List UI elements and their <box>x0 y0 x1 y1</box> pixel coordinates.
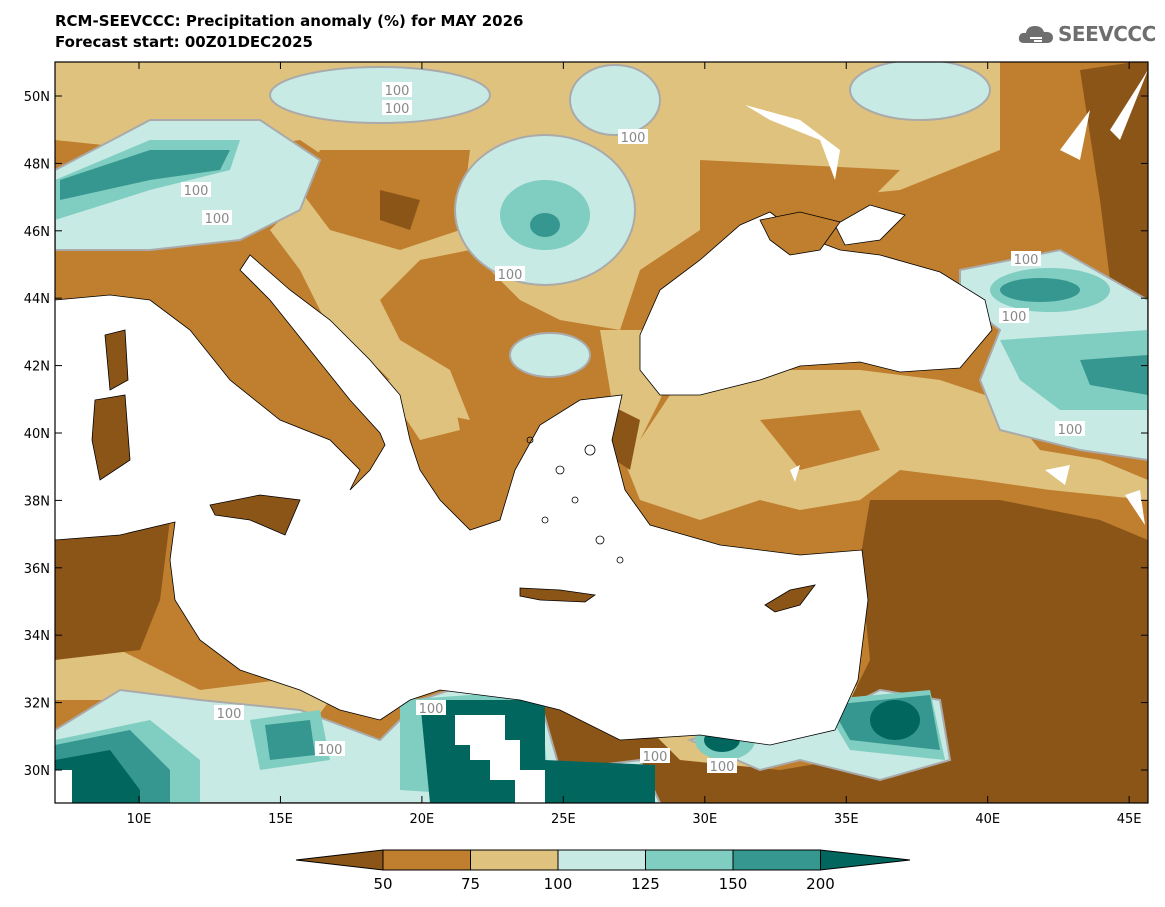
contour-label: 100 <box>217 707 242 722</box>
contour-label-bg <box>618 129 648 144</box>
colorbar-segment <box>645 849 734 871</box>
colorbar-label: 50 <box>373 875 392 893</box>
colorbar-label: 75 <box>461 875 480 893</box>
contour-label: 100 <box>385 84 410 99</box>
forecast-start: Forecast start: 00Z01DEC2025 <box>55 33 313 51</box>
contour-label: 100 <box>1058 423 1083 438</box>
contour-label: 100 <box>1002 310 1027 325</box>
contour-label: 100 <box>643 750 668 765</box>
contour-label: 100 <box>184 184 209 199</box>
lon-tick-label: 15E <box>268 812 293 827</box>
cloud-icon <box>1018 26 1053 43</box>
lat-tick-label: 40N <box>24 427 50 442</box>
lat-tick-label: 32N <box>24 697 50 712</box>
colorbar-lower-arrow <box>295 849 384 871</box>
lon-tick-label: 30E <box>692 812 717 827</box>
colorbar-label: 100 <box>544 875 573 893</box>
contour-label-bg <box>181 182 211 197</box>
colorbar-upper-arrow <box>820 849 911 871</box>
lat-tick-label: 48N <box>24 157 50 172</box>
colorbar-segment <box>557 849 646 871</box>
contour-label-bg <box>640 748 670 763</box>
colorbar-segment <box>382 849 471 871</box>
colorbar-segment <box>470 849 559 871</box>
contour-label: 100 <box>710 760 735 775</box>
black-sea <box>639 211 993 396</box>
seevccc-logo: SEEVCCC <box>1018 22 1156 46</box>
lon-tick-label: 20E <box>410 812 435 827</box>
contour-label: 100 <box>419 702 444 717</box>
lat-tick-label: 36N <box>24 562 50 577</box>
contour-label: 100 <box>498 268 523 283</box>
contour-label: 100 <box>318 743 343 758</box>
contour-label-bg <box>214 705 244 720</box>
lat-tick-label: 44N <box>24 292 50 307</box>
colorbar-label: 200 <box>806 875 835 893</box>
colorbar-label: 125 <box>631 875 660 893</box>
contour-label-bg <box>315 741 345 756</box>
map-title: RCM-SEEVCCC: Precipitation anomaly (%) f… <box>55 12 524 30</box>
contour-label-bg <box>1055 421 1085 436</box>
lat-tick-label: 50N <box>24 90 50 105</box>
lon-tick-label: 35E <box>834 812 859 827</box>
lon-tick-label: 45E <box>1117 812 1142 827</box>
contour-label: 100 <box>205 212 230 227</box>
contour-label-bg <box>1011 251 1041 266</box>
contour-label-bg <box>999 308 1029 323</box>
contour-label-bg <box>202 210 232 225</box>
lat-tick-label: 42N <box>24 360 50 375</box>
lat-tick-label: 30N <box>24 764 50 779</box>
mediterranean-sea <box>55 254 869 746</box>
colorbar-segment <box>732 849 821 871</box>
aegean-islands <box>526 436 624 564</box>
contour-label-bg <box>416 700 446 715</box>
lat-tick-label: 38N <box>24 494 50 509</box>
contour-label-bg <box>495 266 525 281</box>
contour-label: 100 <box>621 131 646 146</box>
map-axes: 50N 48N 46N 44N 42N 40N 38N 36N 34N 32N 30N 10E 15E 2… <box>24 62 1148 827</box>
colorbar-label: 150 <box>719 875 748 893</box>
colorbar: 50 75 100 125 150 200 <box>295 849 911 893</box>
logo-text: SEEVCCC <box>1058 22 1156 46</box>
lon-tick-label: 40E <box>975 812 1000 827</box>
contour-labels: 100 100 100 100 100 100 100 100 100 100 100 100 100 1… <box>181 82 1085 775</box>
lat-tick-label: 46N <box>24 225 50 240</box>
lon-tick-label: 10E <box>127 812 152 827</box>
contour-label: 100 <box>385 102 410 117</box>
anomaly-field <box>55 62 1148 803</box>
contour-label-bg <box>382 82 412 97</box>
lat-tick-label: 34N <box>24 629 50 644</box>
contour-label: 100 <box>1014 253 1039 268</box>
contour-label-bg <box>707 758 737 773</box>
lon-tick-label: 25E <box>551 812 576 827</box>
contour-label-bg <box>382 100 412 115</box>
